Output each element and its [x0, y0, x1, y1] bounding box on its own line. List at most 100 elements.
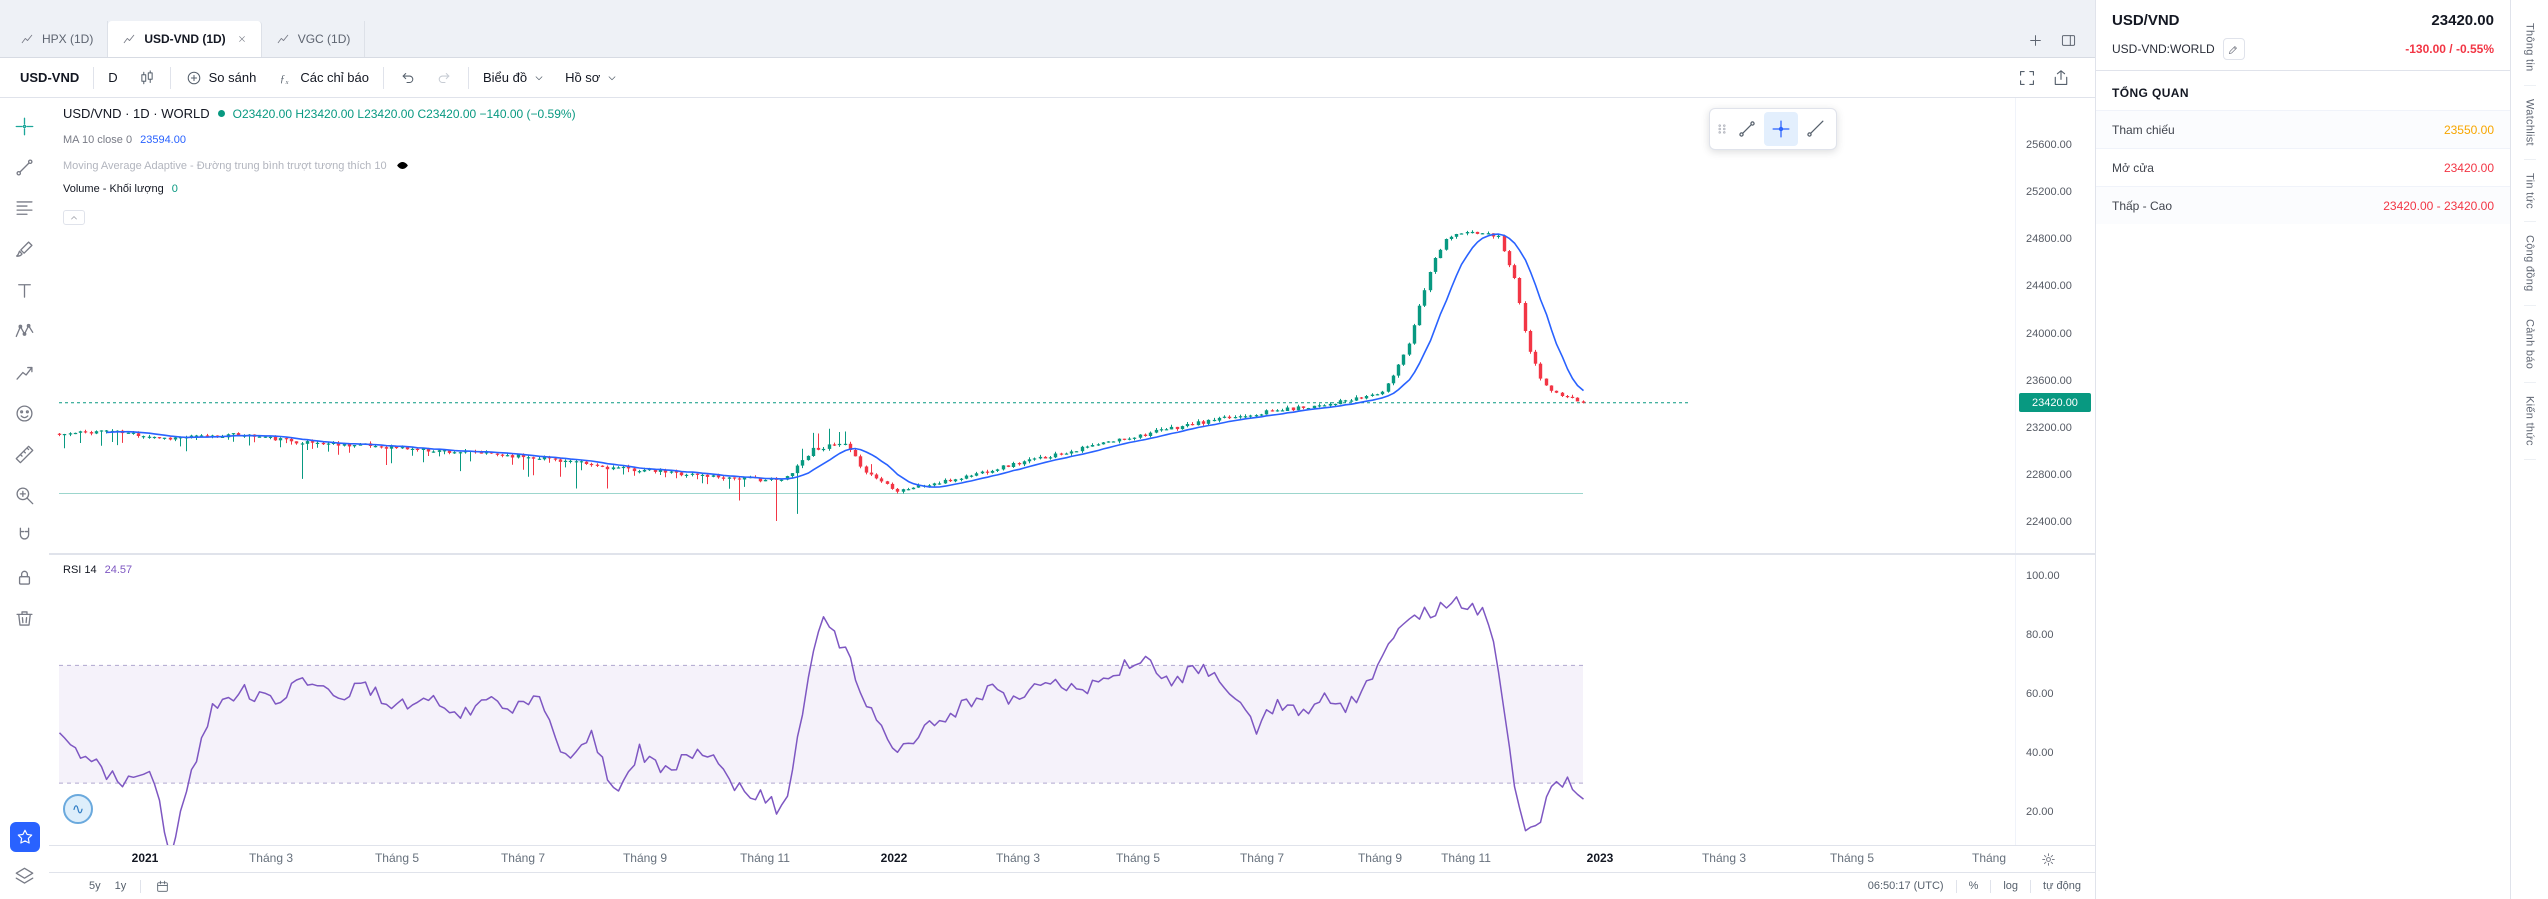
adaptive-ma-legend[interactable]: Moving Average Adaptive - Đường trung bì…	[63, 158, 410, 173]
axis-settings-button[interactable]	[2040, 851, 2057, 868]
symbol-search-button[interactable]: USD-VND	[10, 63, 89, 93]
log-scale-button[interactable]: log	[2003, 880, 2019, 892]
symbol-detail-panel: USD/VND 23420.00 USD-VND:WORLD -130.00 /…	[2096, 0, 2511, 899]
rsi-label: RSI 14	[63, 564, 97, 576]
eye-off-icon[interactable]	[395, 158, 410, 173]
auto-scale-button[interactable]: tự động	[2043, 880, 2081, 892]
drag-handle-icon[interactable]	[1714, 116, 1730, 142]
time-label-year: 2023	[1586, 851, 1614, 865]
ma-label: MA 10 close 0	[63, 134, 133, 146]
zoom-in-tool[interactable]	[10, 480, 40, 510]
svg-text:ƒ: ƒ	[280, 73, 285, 84]
side-tab-watchlist[interactable]: Watchlist	[2523, 86, 2536, 160]
add-tab-button[interactable]	[2027, 32, 2044, 49]
chart-tab[interactable]: VGC (1D)	[262, 21, 366, 57]
edit-symbol-button[interactable]	[2222, 38, 2245, 60]
price-tick: 23600.00	[2026, 375, 2072, 387]
side-tab-cảnh-báo[interactable]: Cảnh báo	[2523, 306, 2536, 384]
bottom-separator	[1955, 879, 1957, 893]
time-label-month: Tháng 7	[1239, 851, 1285, 865]
side-tab-kiến-thức[interactable]: Kiến thức	[2523, 383, 2536, 460]
volume-legend[interactable]: Volume - Khối lượng 0	[63, 183, 178, 195]
side-tab-thông-tin[interactable]: Thông tin	[2523, 10, 2536, 86]
trash-icon	[16, 610, 33, 626]
line-chart-icon	[124, 34, 135, 43]
range-1y-button[interactable]: 1y	[114, 880, 127, 892]
chart-type-button[interactable]	[128, 63, 166, 93]
overview-row: Tham chiếu 23550.00	[2096, 110, 2510, 148]
clock-utc[interactable]: 06:50:17 (UTC)	[1867, 880, 1944, 892]
chart-plot[interactable]: USD/VND · 1D · WORLD O23420.00 H23420.00…	[49, 98, 2015, 858]
xabcd-pattern-tool[interactable]	[10, 316, 40, 346]
panel-change: -130.00 / -0.55%	[2405, 42, 2494, 56]
price-tick: 24800.00	[2026, 233, 2072, 245]
collapse-legend-button[interactable]	[63, 210, 85, 225]
indicators-label: Các chỉ báo	[300, 70, 369, 85]
text-tool[interactable]	[10, 275, 40, 305]
chart-menu-button[interactable]: Biểu đồ	[473, 63, 555, 93]
main-series-legend[interactable]: USD/VND · 1D · WORLD O23420.00 H23420.00…	[63, 106, 576, 121]
redo-button[interactable]	[426, 63, 464, 93]
chart-panes: USD/VND · 1D · WORLD O23420.00 H23420.00…	[49, 98, 2095, 858]
time-label-month: Tháng 9	[1357, 851, 1403, 865]
float-trend-line[interactable]	[1730, 112, 1764, 146]
favorites-star-button[interactable]	[9, 822, 40, 852]
share-button[interactable]	[2051, 68, 2071, 88]
object-tree-button[interactable]	[10, 861, 40, 891]
go-to-date-button[interactable]	[155, 879, 170, 894]
forecast-tool[interactable]	[10, 357, 40, 387]
emoji-icon	[16, 404, 33, 422]
brush-tool[interactable]	[10, 234, 40, 264]
lock-icon	[18, 570, 31, 585]
side-tab-cộng-đồng[interactable]: Cộng đồng	[2523, 222, 2536, 306]
crossline-icon	[1772, 120, 1790, 138]
tab-label: VGC (1D)	[297, 32, 351, 46]
text-icon	[18, 283, 31, 298]
side-tab-tin-tức[interactable]: Tin tức	[2523, 160, 2536, 223]
time-label-year: 2022	[880, 851, 908, 865]
chart-canvas[interactable]	[49, 98, 2015, 858]
chart-tab[interactable]: USD-VND (1D)	[108, 21, 262, 57]
rsi-legend[interactable]: RSI 14 24.57	[63, 564, 132, 576]
crosshair-tool[interactable]	[10, 111, 40, 141]
panel-symbol: USD/VND	[2112, 12, 2180, 29]
interval-button[interactable]: D	[98, 63, 127, 93]
percent-scale-button[interactable]: %	[1968, 880, 1979, 892]
bottom-separator	[140, 879, 142, 893]
ma-legend[interactable]: MA 10 close 0 23594.00	[63, 134, 186, 146]
profile-menu-button[interactable]: Hồ sơ	[555, 63, 628, 93]
panel-last-price: 23420.00	[2431, 12, 2494, 29]
rsi-tick: 80.00	[2026, 629, 2054, 641]
fib-retracement-tool[interactable]	[10, 193, 40, 223]
chart-tab[interactable]: HPX (1D)	[6, 21, 109, 57]
price-axis[interactable]: 25600.00 25200.00 24800.00 24400.00 24000.00…	[2015, 98, 2095, 845]
float-cross-line[interactable]	[1764, 112, 1798, 146]
time-axis[interactable]: 2021 Tháng 3 Tháng 5 Tháng 7 Tháng 9 Tháng 11…	[49, 845, 2095, 872]
lock-all-drawings-tool[interactable]	[10, 562, 40, 592]
range-5y-button[interactable]: 5y	[89, 880, 101, 892]
close-tab-icon[interactable]	[237, 34, 247, 44]
compare-icon	[187, 71, 200, 84]
time-label-month: Tháng 11	[740, 851, 790, 865]
emoji-tool[interactable]	[10, 398, 40, 428]
magnet-mode-tool[interactable]	[10, 521, 40, 551]
measure-tool[interactable]	[10, 439, 40, 469]
trend-line-tool[interactable]	[10, 152, 40, 182]
panel-ticker[interactable]: USD-VND:WORLD	[2112, 42, 2215, 56]
redo-icon	[438, 72, 450, 83]
compare-button[interactable]: So sánh	[175, 63, 267, 93]
fullscreen-button[interactable]	[2017, 68, 2037, 88]
price-tick: 25600.00	[2026, 139, 2072, 151]
chevron-down-icon	[609, 75, 616, 80]
price-tick: 25200.00	[2026, 186, 2072, 198]
layout-panel-icon[interactable]	[2060, 32, 2077, 49]
chevron-down-icon	[535, 75, 543, 80]
float-ray[interactable]	[1798, 112, 1832, 146]
undo-button[interactable]	[388, 63, 426, 93]
pencil-icon	[2229, 45, 2238, 54]
remove-all-drawings-tool[interactable]	[10, 603, 40, 633]
pane-separator[interactable]	[49, 553, 2095, 555]
price-tick: 22400.00	[2026, 516, 2072, 528]
